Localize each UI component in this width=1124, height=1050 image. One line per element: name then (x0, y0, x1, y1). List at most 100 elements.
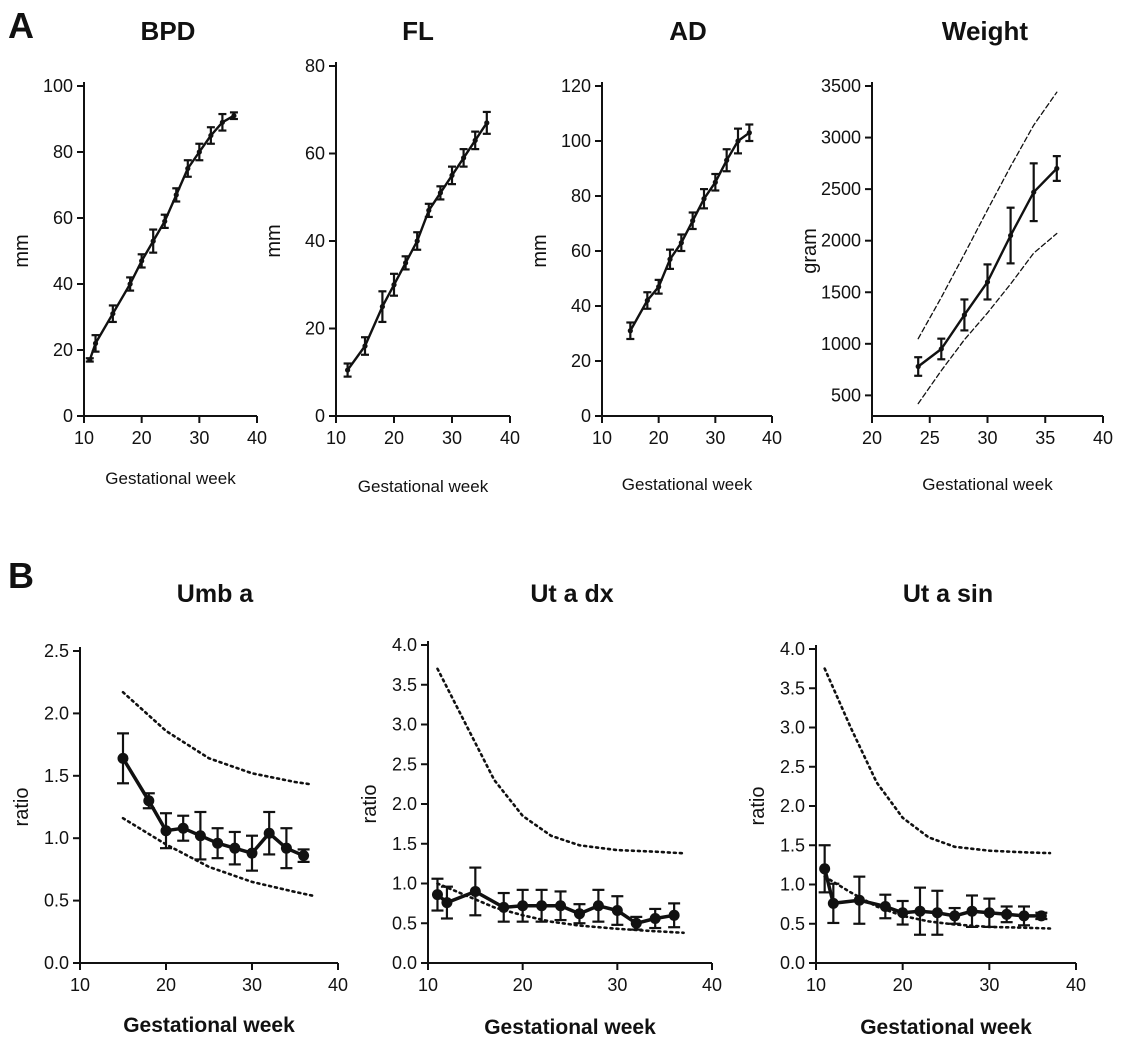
y-tick-label: 3500 (821, 76, 861, 96)
series-line (346, 122, 488, 371)
data-point (678, 240, 684, 246)
y-tick-label: 120 (561, 76, 591, 96)
x-tick-label: 20 (384, 428, 404, 448)
x-axis-label: Gestational week (860, 1016, 1032, 1039)
x-tick-label: 10 (74, 428, 94, 448)
data-point (984, 279, 991, 285)
y-tick-label: 0.5 (392, 913, 417, 933)
data-point (914, 905, 926, 917)
chart-ut-a-dx: Ut a dx 0.0 0.5 1.0 1.5 2.0 2.5 3.0 3.5 4.0 10 20 30… (359, 580, 722, 1039)
data-point (231, 113, 237, 119)
data-point (1001, 908, 1013, 920)
y-tick-label: 1.0 (392, 874, 417, 894)
data-point (280, 842, 292, 854)
upper-bound-line (917, 91, 1058, 340)
data-point (746, 130, 752, 136)
x-tick-label: 10 (418, 975, 438, 995)
x-axis-label: Gestational week (105, 469, 236, 488)
data-point (246, 847, 258, 859)
data-point (431, 889, 443, 901)
data-point (403, 260, 409, 266)
y-tick-label: 500 (831, 385, 861, 405)
y-axis-label: gram (799, 228, 821, 274)
data-point (827, 897, 839, 909)
lower-bound-line (823, 875, 1052, 930)
y-tick-label: 2.0 (44, 703, 69, 723)
data-point (194, 830, 206, 842)
data-point (208, 132, 214, 139)
y-tick-label: 80 (53, 142, 73, 162)
data-point (391, 282, 397, 288)
y-tick-label: 4.0 (780, 639, 805, 659)
x-axis-label: Gestational week (123, 1014, 295, 1037)
y-tick-label: 20 (53, 340, 73, 360)
y-tick-label: 2.0 (392, 794, 417, 814)
y-tick-label: 40 (571, 296, 591, 316)
x-axis-label: Gestational week (922, 475, 1053, 494)
y-axis-label: ratio (359, 785, 381, 824)
data-point (92, 340, 99, 346)
x-tick-label: 20 (513, 975, 533, 995)
data-point (611, 905, 623, 917)
data-point (724, 157, 730, 163)
y-tick-label: 2.5 (780, 757, 805, 777)
x-tick-label: 40 (247, 428, 267, 448)
chart-ad: AD 0 20 40 60 80 100 120 10 20 30 40 Gestational wee… (529, 16, 782, 494)
data-point (536, 900, 548, 912)
y-tick-label: 2.5 (44, 641, 69, 661)
y-tick-label: 1500 (821, 282, 861, 302)
data-point (573, 908, 585, 920)
x-tick-label: 40 (328, 975, 348, 995)
chart-title: AD (669, 16, 707, 46)
data-point (127, 281, 133, 287)
data-point (983, 907, 995, 919)
chart-title: Ut a dx (530, 580, 613, 608)
y-tick-label: 80 (305, 56, 325, 76)
x-tick-label: 10 (326, 428, 346, 448)
data-point (219, 119, 225, 125)
y-tick-label: 3.0 (392, 715, 417, 735)
chart-weight: Weight 500 1000 1500 2000 2500 3000 3500 20 25 30 3… (799, 16, 1113, 494)
x-tick-label: 30 (242, 975, 262, 995)
x-axis-label: Gestational week (484, 1016, 656, 1039)
data-point (630, 917, 642, 929)
x-axis-label: Gestational week (358, 477, 489, 496)
x-tick-label: 30 (705, 428, 725, 448)
data-point (1031, 189, 1037, 195)
y-tick-label: 60 (305, 144, 325, 164)
y-tick-label: 1.0 (44, 828, 69, 848)
chart-title: FL (402, 16, 434, 46)
x-axis-label: Gestational week (622, 475, 753, 494)
data-point (931, 907, 943, 919)
x-tick-label: 20 (132, 428, 152, 448)
data-point (472, 137, 478, 143)
x-tick-label: 30 (189, 428, 209, 448)
y-tick-label: 40 (305, 231, 325, 251)
panel-label-b: B (8, 555, 34, 596)
y-tick-label: 0.5 (780, 914, 805, 934)
data-point (212, 837, 224, 849)
data-point (897, 907, 909, 919)
data-point (160, 825, 172, 837)
x-tick-label: 20 (893, 975, 913, 995)
y-tick-label: 2.5 (392, 754, 417, 774)
data-point (449, 172, 455, 178)
data-point (555, 900, 567, 912)
y-tick-label: 0 (63, 406, 73, 426)
y-tick-label: 1000 (821, 334, 861, 354)
chart-ut-a-sin: Ut a sin 0.0 0.5 1.0 1.5 2.0 2.5 3.0 3.5 4.0 10 20 3… (747, 580, 1086, 1039)
y-tick-label: 0.0 (392, 953, 417, 973)
data-point (938, 346, 944, 352)
chart-umb-a: Umb a 0.0 0.5 1.0 1.5 2.0 2.5 10 20 30 40 Gestation… (11, 580, 348, 1037)
data-point (1008, 232, 1014, 239)
data-point (437, 190, 443, 196)
y-tick-label: 0.0 (780, 953, 805, 973)
x-tick-label: 10 (70, 975, 90, 995)
data-point (517, 900, 529, 912)
chart-fl: FL 0 20 40 60 80 10 20 30 40 Gestational week mm (263, 16, 520, 496)
y-tick-label: 2.0 (780, 796, 805, 816)
x-tick-label: 40 (702, 975, 722, 995)
y-tick-label: 2000 (821, 231, 861, 251)
data-point (1054, 165, 1060, 172)
chart-title: Ut a sin (903, 580, 993, 608)
